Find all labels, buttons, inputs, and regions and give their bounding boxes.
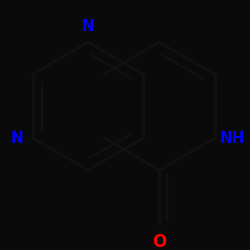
Text: N: N <box>82 19 94 34</box>
Text: NH: NH <box>220 130 245 146</box>
Text: N: N <box>10 130 23 146</box>
Text: O: O <box>152 233 166 250</box>
